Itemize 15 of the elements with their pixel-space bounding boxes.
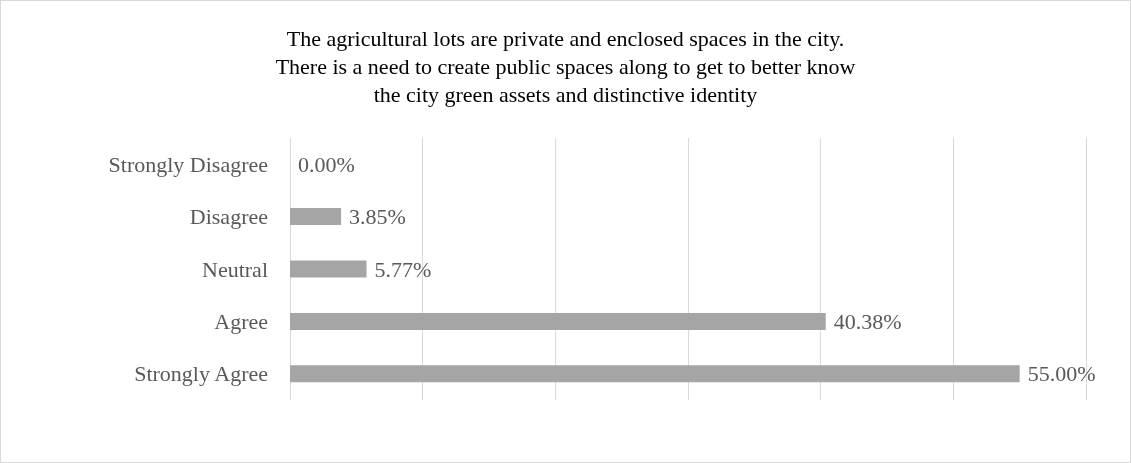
bar bbox=[290, 312, 826, 330]
chart-title: The agricultural lots are private and enclosed spaces in the city. There is a need to create public spaces along to get to better know the city green assets and distinctive identity bbox=[275, 25, 856, 107]
y-tick-label: Disagree bbox=[189, 204, 268, 230]
data-label: 40.38% bbox=[833, 308, 902, 334]
data-label: 3.85% bbox=[349, 204, 406, 230]
y-tick-label: Agree bbox=[214, 308, 268, 334]
data-label: 0.00% bbox=[298, 151, 355, 177]
y-tick-label: Strongly Disagree bbox=[108, 151, 268, 177]
y-tick-label: Neutral bbox=[202, 256, 268, 282]
data-label: 5.77% bbox=[374, 256, 432, 282]
bar bbox=[290, 208, 342, 226]
y-tick-label: Strongly Agree bbox=[134, 361, 268, 387]
bar bbox=[290, 260, 367, 278]
bar bbox=[290, 365, 1020, 383]
data-label: 55.00% bbox=[1027, 361, 1096, 387]
